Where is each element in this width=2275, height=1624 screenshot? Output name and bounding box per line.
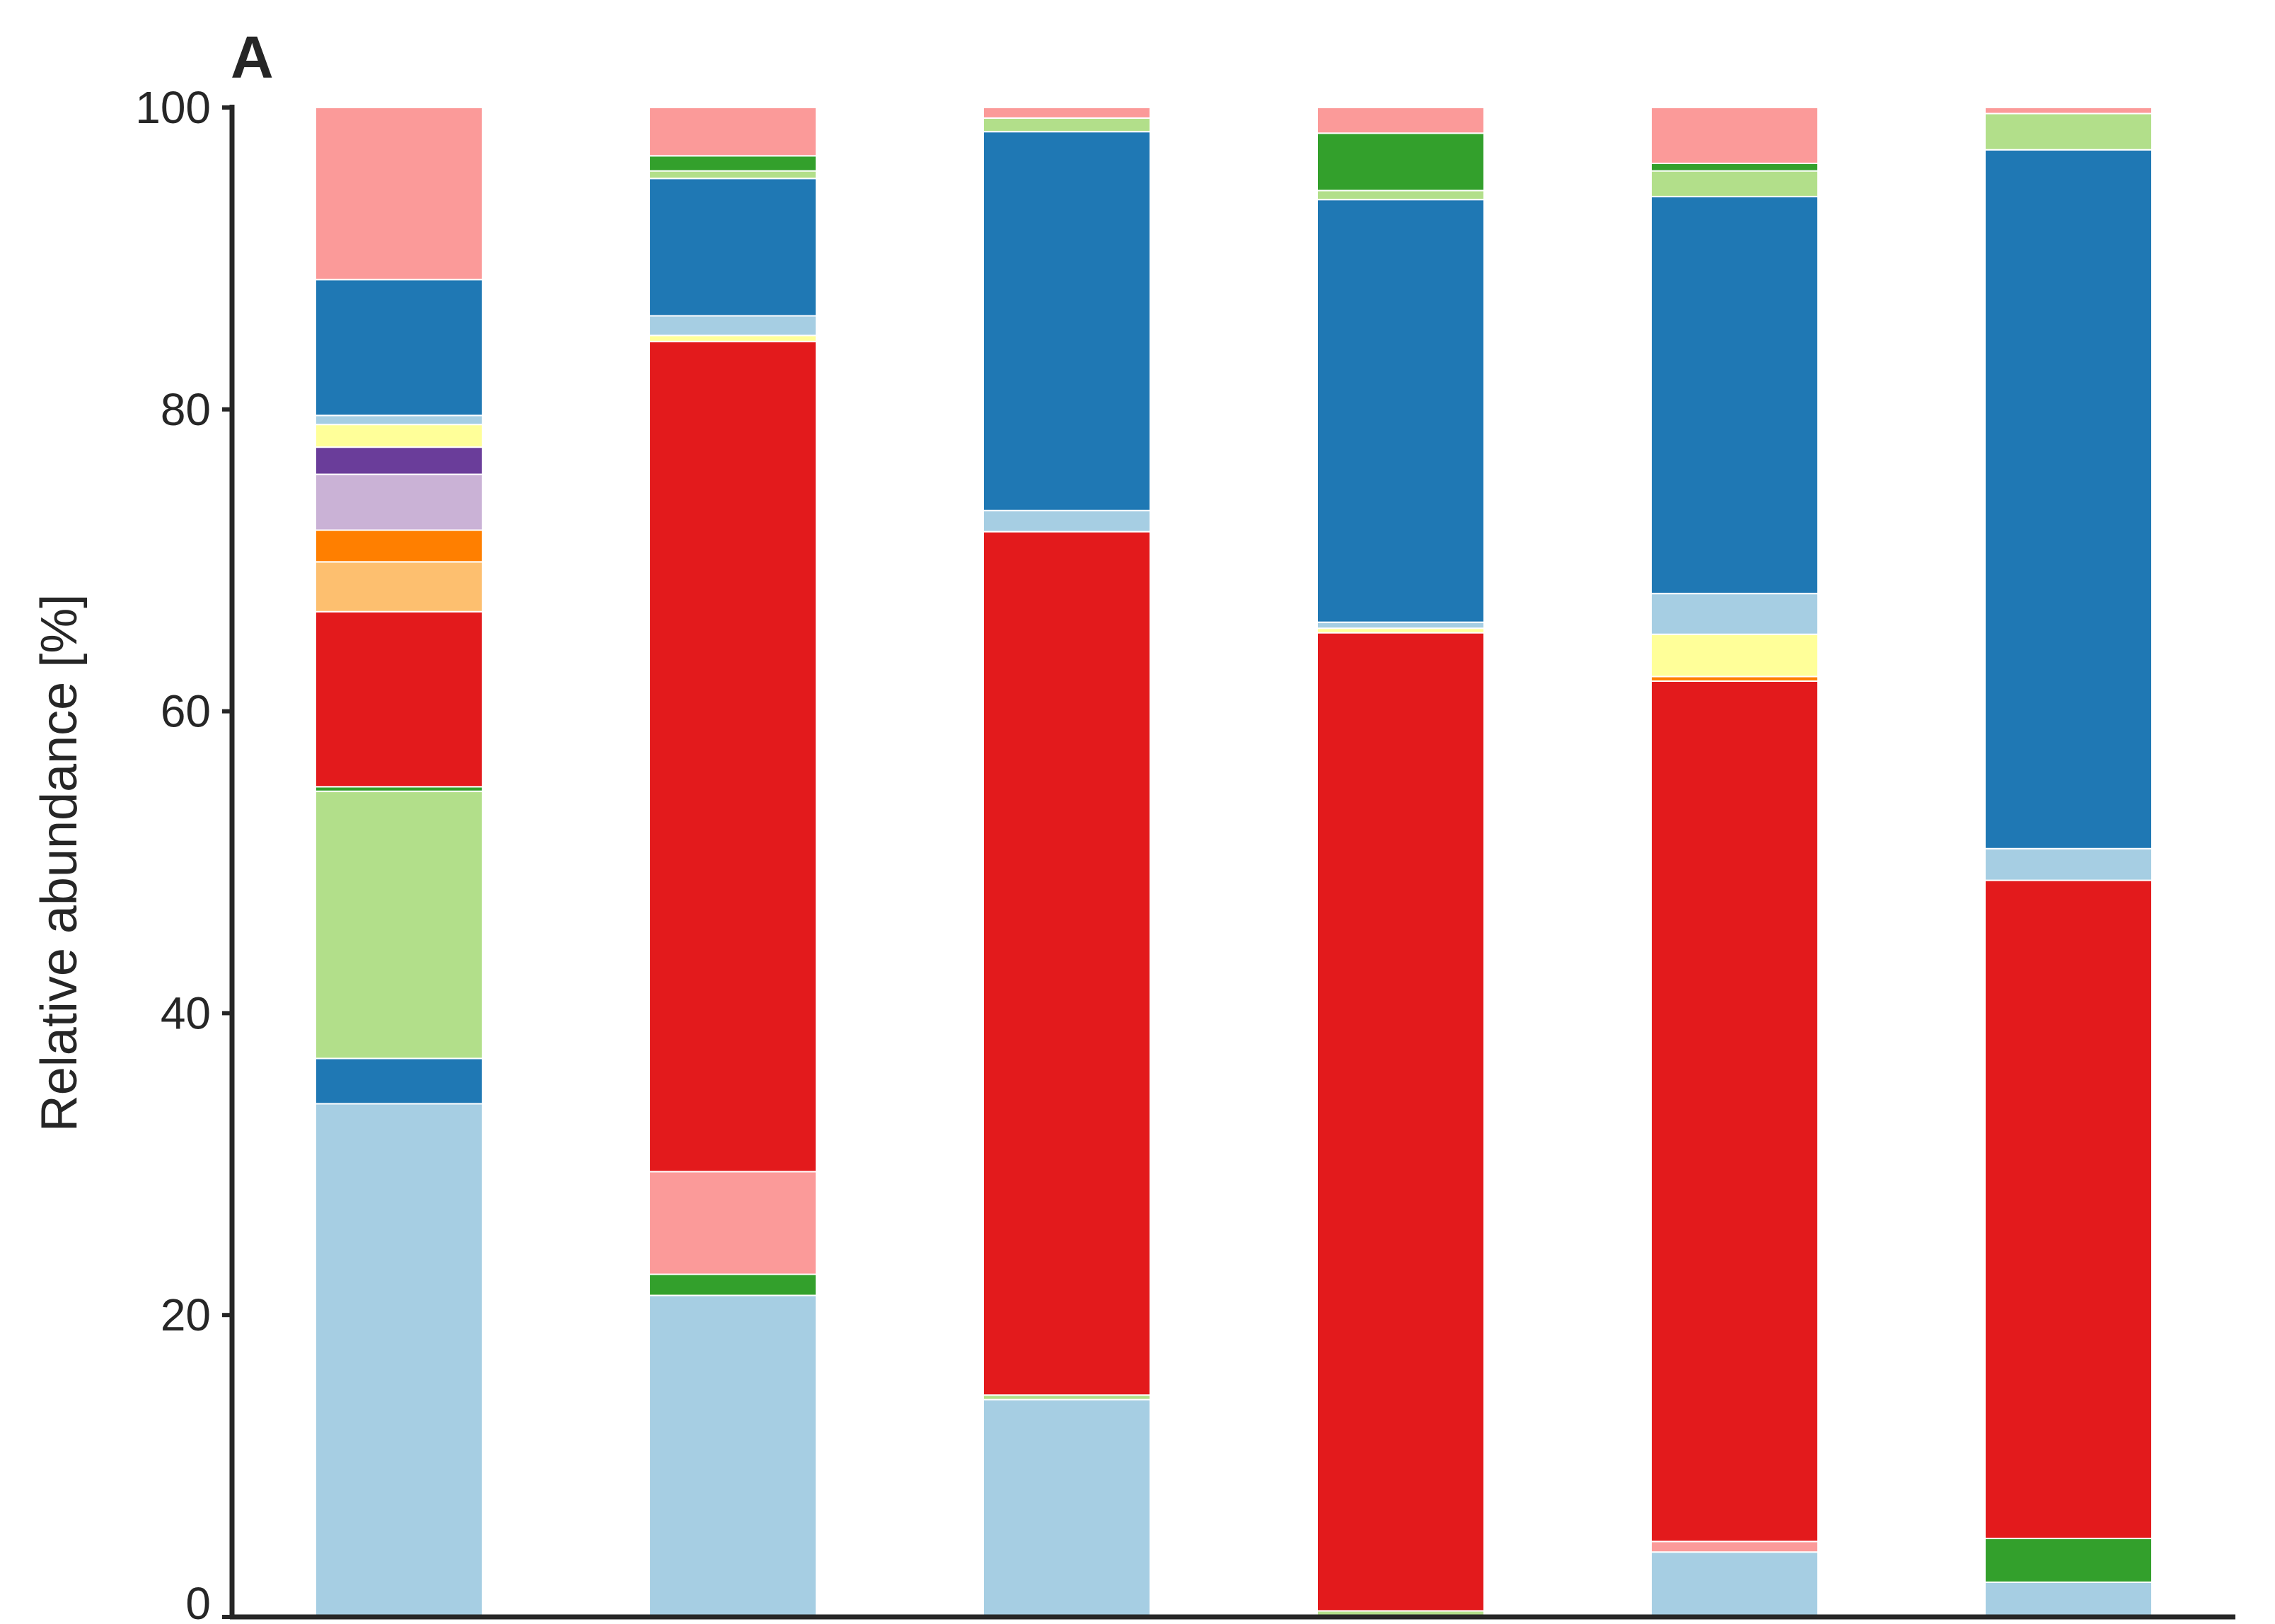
bar-1-segment-13 (315, 107, 483, 281)
bar-1-segment-5 (315, 610, 483, 788)
bar-5 (1650, 107, 1819, 1618)
bar-3-segment-5 (983, 131, 1151, 511)
bar-2-segment-2 (649, 1273, 817, 1297)
bar-3-segment-3 (983, 530, 1151, 1396)
bar-5-segment-8 (1650, 170, 1819, 197)
bar-6 (1984, 107, 2153, 1618)
y-tick-label: 40 (161, 987, 211, 1038)
bar-1-segment-6 (315, 561, 483, 613)
bar-5-segment-10 (1650, 107, 1819, 164)
bar-2-segment-5 (649, 335, 817, 342)
y-tick-label: 80 (161, 384, 211, 435)
bar-2-segment-3 (649, 1171, 817, 1275)
bar-2-segment-4 (649, 340, 817, 1173)
bar-2-segment-6 (649, 315, 817, 337)
bar-4-segment-4 (1316, 621, 1485, 630)
bar-1-segment-10 (315, 424, 483, 448)
y-tick-label: 20 (161, 1289, 211, 1340)
bars-layer (315, 107, 2153, 1618)
bar-4 (1316, 107, 1485, 1618)
bar-6-segment-7 (1984, 107, 2153, 115)
bar-2-segment-7 (649, 178, 817, 317)
bar-5-segment-9 (1650, 162, 1819, 172)
bar-1-segment-3 (315, 790, 483, 1060)
bar-3-segment-1 (983, 1398, 1151, 1618)
bar-6-segment-2 (1984, 1538, 2153, 1583)
bar-2 (649, 107, 817, 1618)
bar-4-segment-8 (1316, 107, 1485, 134)
bar-6-segment-5 (1984, 149, 2153, 849)
bar-1-segment-2 (315, 1057, 483, 1105)
bar-6-segment-3 (1984, 879, 2153, 1540)
bar-5-segment-5 (1650, 633, 1819, 678)
bar-1-segment-7 (315, 529, 483, 563)
bar-2-segment-10 (649, 107, 817, 157)
bar-6-segment-1 (1984, 1581, 2153, 1618)
bar-3-segment-6 (983, 117, 1151, 133)
bar-2-segment-8 (649, 170, 817, 180)
bar-4-segment-5 (1316, 199, 1485, 623)
bar-1-segment-11 (315, 414, 483, 426)
bar-1-segment-1 (315, 1103, 483, 1618)
bar-1-segment-12 (315, 279, 483, 417)
bar-4-segment-6 (1316, 190, 1485, 201)
bar-3 (983, 107, 1151, 1618)
bar-5-segment-6 (1650, 593, 1819, 635)
bar-3-segment-4 (983, 509, 1151, 533)
panel-label: A (231, 24, 274, 91)
y-axis-label: Relative abundance [%] (31, 594, 88, 1132)
bar-5-segment-7 (1650, 195, 1819, 595)
y-tick-label: 60 (161, 686, 211, 737)
y-tick-label: 100 (135, 82, 211, 133)
bar-5-segment-2 (1650, 1541, 1819, 1553)
axes-layer (229, 105, 2235, 1620)
bar-2-segment-9 (649, 155, 817, 172)
bar-5-segment-3 (1650, 680, 1819, 1543)
bar-1-segment-8 (315, 473, 483, 531)
bar-1-segment-9 (315, 446, 483, 475)
bar-4-segment-7 (1316, 132, 1485, 192)
bar-6-segment-4 (1984, 847, 2153, 881)
bar-6-segment-6 (1984, 112, 2153, 151)
bar-1 (315, 107, 483, 1618)
y-ticks-layer: 0 20 40 60 80 100 (135, 82, 232, 1624)
bar-4-segment-2 (1316, 632, 1485, 1612)
bar-5-segment-1 (1650, 1551, 1819, 1618)
bar-2-segment-1 (649, 1294, 817, 1618)
bar-3-segment-7 (983, 107, 1151, 119)
y-tick-label: 0 (185, 1578, 211, 1620)
